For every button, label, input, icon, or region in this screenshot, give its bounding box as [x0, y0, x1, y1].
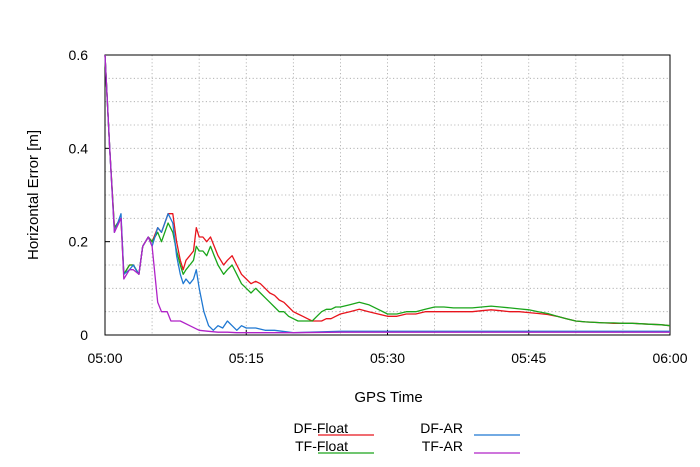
x-axis-label: GPS Time: [354, 389, 422, 406]
series-line-tf-ar: [104, 54, 670, 334]
y-axis-label: Horizontal Error [m]: [25, 130, 42, 260]
x-tick-label: 05:30: [370, 350, 405, 366]
y-tick-label: 0.4: [69, 140, 89, 156]
x-tick-label: 05:00: [87, 350, 122, 366]
legend: DF-Float DF-AR TF-Float TF-AR: [294, 420, 520, 454]
x-tick-label: 05:45: [511, 350, 546, 366]
x-tick-label: 05:15: [229, 350, 264, 366]
legend-label: DF-Float: [294, 420, 349, 436]
series-lines: [104, 54, 671, 334]
legend-label: TF-AR: [422, 438, 463, 454]
series-line-df-float: [104, 54, 671, 327]
y-tick-label: 0.6: [69, 47, 89, 63]
legend-label: TF-Float: [295, 438, 348, 454]
x-tick-label: 06:00: [652, 350, 687, 366]
axis-ticks: 05:00 05:15 05:30 05:45 06:00 0 0.2 0.4 0.6: [69, 47, 688, 366]
y-tick-label: 0: [80, 327, 88, 343]
legend-label: DF-AR: [420, 420, 463, 436]
y-tick-label: 0.2: [69, 234, 89, 250]
